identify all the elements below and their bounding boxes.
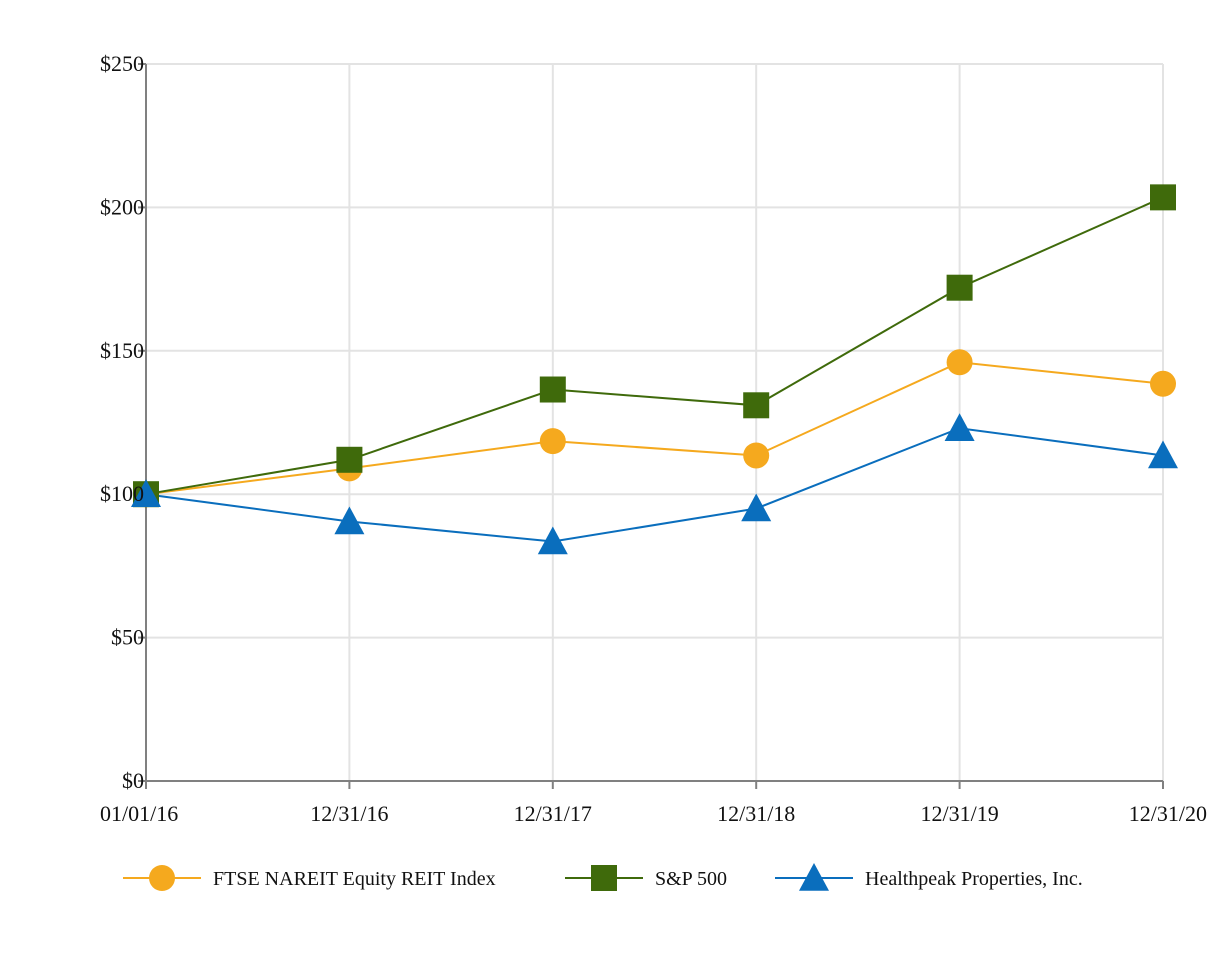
y-tick-label: $0 — [122, 768, 144, 793]
data-point — [336, 446, 363, 473]
series-line — [145, 361, 1164, 496]
grid-lines — [146, 63, 1164, 781]
x-tick-label: 12/31/19 — [920, 801, 998, 826]
legend-label: FTSE NAREIT Equity REIT Index — [213, 868, 496, 890]
data-point — [131, 479, 161, 507]
data-point — [539, 428, 566, 455]
legend-marker — [591, 865, 617, 891]
y-tick-labels: $0 $50 $100 $150 $200 $250 — [100, 51, 144, 793]
data-point — [539, 376, 566, 403]
axes — [138, 63, 1164, 789]
legend-marker — [799, 863, 829, 891]
x-tick-label: 01/01/16 — [100, 801, 178, 826]
series-line — [145, 427, 1164, 543]
y-tick-label: $150 — [100, 338, 144, 363]
data-point — [334, 506, 365, 535]
x-tick-label: 12/31/17 — [514, 801, 592, 826]
data-point — [946, 349, 973, 376]
y-tick-label: $200 — [100, 194, 144, 219]
data-point — [944, 413, 975, 441]
data-point — [1150, 184, 1176, 211]
y-tick-label: $250 — [100, 51, 144, 76]
data-point — [1150, 370, 1176, 397]
legend-label: S&P 500 — [655, 868, 727, 890]
data-point — [1148, 440, 1178, 469]
y-tick-label: $50 — [111, 625, 144, 650]
x-tick-label: 12/31/18 — [717, 801, 795, 826]
series-line — [145, 196, 1164, 496]
data-point — [946, 274, 973, 301]
y-tick-label: $100 — [100, 481, 144, 506]
legend: FTSE NAREIT Equity REIT Index S&P 500 Heal… — [123, 863, 1083, 891]
legend-marker — [149, 865, 175, 891]
x-tick-label: 12/31/16 — [310, 801, 388, 826]
x-tick-labels: 01/01/16 12/31/16 12/31/17 12/31/18 12/31/19… — [100, 801, 1207, 826]
data-point — [743, 442, 770, 469]
series-lines — [131, 184, 1178, 555]
data-point — [741, 493, 772, 522]
x-tick-label: 12/31/20 — [1129, 801, 1207, 826]
data-point — [743, 392, 770, 419]
data-point — [537, 526, 568, 555]
legend-label: Healthpeak Properties, Inc. — [865, 868, 1083, 890]
